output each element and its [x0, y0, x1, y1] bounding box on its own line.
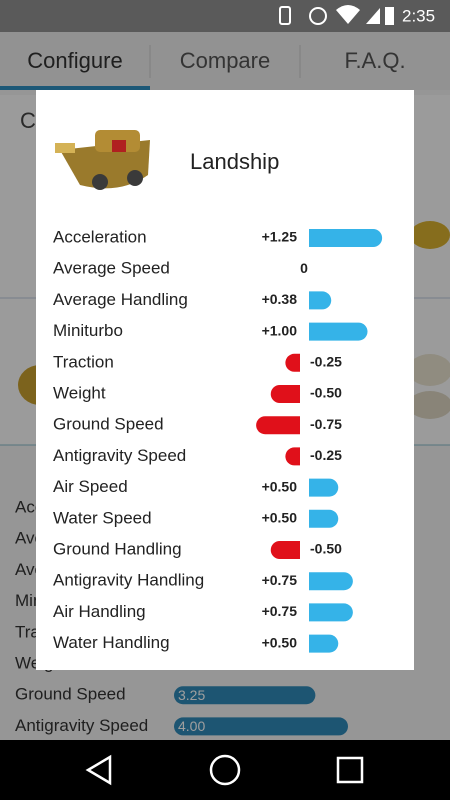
- stat-bar: [309, 634, 339, 653]
- vibrate-icon: [279, 6, 291, 25]
- stat-name: Ground Speed: [53, 415, 164, 434]
- stat-value: 0: [300, 260, 308, 276]
- stat-value: +0.50: [262, 510, 298, 526]
- stat-name: Antigravity Speed: [15, 716, 148, 735]
- stat-value: 4.00: [178, 718, 205, 734]
- glider-thumbnail: [408, 354, 450, 386]
- dialog-title: Landship: [190, 149, 279, 174]
- stat-bar: [309, 509, 339, 528]
- stat-name: Miniturbo: [53, 321, 123, 340]
- status-time: 2:35: [402, 6, 435, 25]
- stat-bar: [309, 291, 332, 310]
- glider-thumbnail: [408, 391, 450, 419]
- kart-thumbnail: [410, 221, 450, 249]
- stat-bar: [309, 603, 353, 622]
- stat-bar: [174, 717, 348, 736]
- stat-value: +0.50: [262, 634, 298, 650]
- stat-bar: [285, 353, 300, 372]
- tab-indicator: [0, 86, 150, 90]
- stat-value: -0.50: [310, 541, 342, 557]
- wifi-icon: [336, 5, 360, 24]
- back-button[interactable]: [85, 754, 112, 786]
- stat-name: Average Handling: [53, 290, 188, 309]
- card-title: C: [20, 108, 36, 133]
- stat-name: Ground Handling: [53, 539, 182, 558]
- tab[interactable]: Configure: [27, 48, 122, 73]
- status-bar: [0, 0, 450, 32]
- stat-bar: [309, 478, 339, 497]
- stat-name: Ground Speed: [15, 685, 126, 704]
- stat-bar: [270, 385, 300, 403]
- stat-bar: [270, 541, 300, 559]
- stat-bar: [256, 416, 300, 435]
- stat-name: Traction: [53, 352, 114, 371]
- stat-value: +0.75: [262, 603, 298, 619]
- dialog-stats: Acceleration +1.25 Average Speed 0 Average H…: [53, 227, 383, 653]
- stat-value: +1.25: [262, 229, 298, 245]
- signal-icon: [366, 8, 380, 24]
- alarm-icon: [309, 7, 327, 25]
- tab[interactable]: Compare: [180, 48, 270, 73]
- battery-icon: [385, 7, 394, 25]
- stat-value: -0.50: [310, 385, 342, 401]
- stat-value: -0.25: [310, 354, 342, 370]
- stat-bar: [285, 447, 300, 466]
- stat-value: +0.75: [262, 572, 298, 588]
- stat-bar: [174, 686, 316, 705]
- stat-value: +0.50: [262, 478, 298, 494]
- stat-name: Average Speed: [53, 259, 170, 278]
- stat-name: Water Handling: [53, 633, 170, 652]
- stat-name: Air Handling: [53, 602, 146, 621]
- stat-name: Antigravity Speed: [53, 446, 186, 465]
- stat-name: Air Speed: [53, 477, 128, 496]
- kart-image: [55, 130, 150, 190]
- stat-name: Weight: [53, 383, 106, 402]
- stat-name: Antigravity Handling: [53, 571, 204, 590]
- recents-button[interactable]: [336, 756, 364, 784]
- home-button[interactable]: [209, 754, 241, 786]
- stat-name: Water Speed: [53, 508, 152, 527]
- stat-value: +1.00: [262, 322, 298, 338]
- stat-name: Acceleration: [53, 227, 147, 246]
- stat-bar: [309, 572, 353, 591]
- stat-value: +0.38: [262, 291, 298, 307]
- tab[interactable]: F.A.Q.: [344, 48, 405, 73]
- stat-value: -0.25: [310, 447, 342, 463]
- stat-bar: [309, 229, 383, 247]
- stat-value: 3.25: [178, 687, 205, 703]
- nav-bar: [0, 740, 450, 800]
- stat-value: -0.75: [310, 416, 342, 432]
- tab-bar: [0, 32, 450, 90]
- stat-bar: [309, 322, 368, 341]
